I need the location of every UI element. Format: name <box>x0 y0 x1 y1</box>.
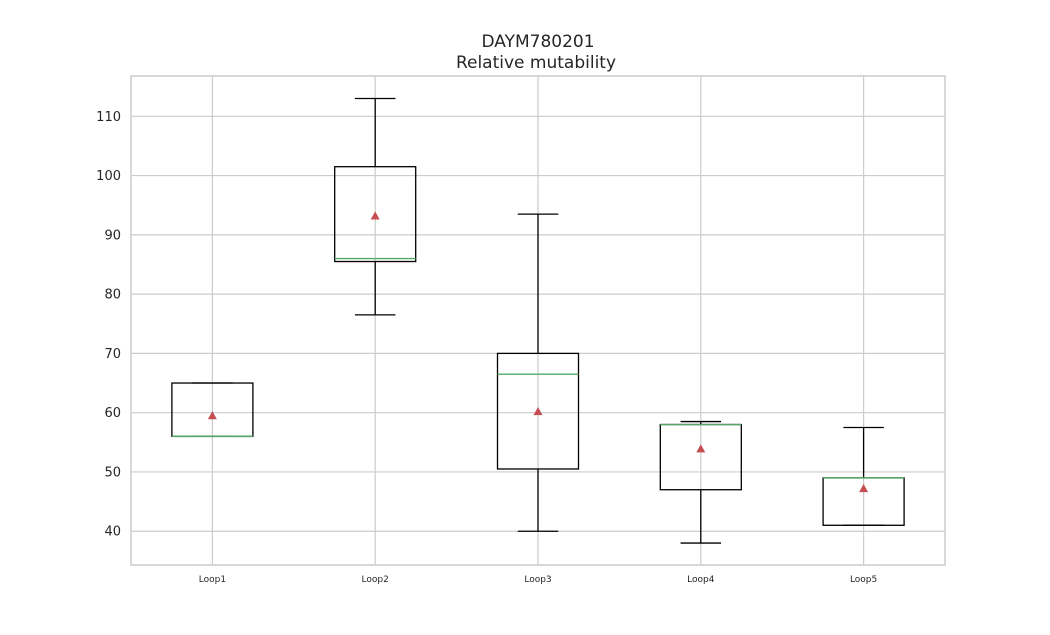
x-tick-label: Loop1 <box>199 575 226 585</box>
y-tick-label: 60 <box>104 406 121 421</box>
box-loop4 <box>659 420 742 544</box>
y-tick-label: 90 <box>104 228 121 243</box>
x-tick-label: Loop3 <box>524 575 551 585</box>
box-loop1 <box>171 382 254 438</box>
chart-title: DAYM780201 <box>481 32 594 52</box>
mean-marker <box>370 211 380 220</box>
box-iqr <box>334 166 417 263</box>
x-tick-label: Loop4 <box>687 575 715 585</box>
box-iqr <box>496 352 580 470</box>
plot-frame <box>130 75 946 566</box>
chart-subtitle: Relative mutability <box>456 53 616 73</box>
mean-marker <box>859 484 869 493</box>
box-loop3 <box>496 213 580 532</box>
box-loop5 <box>822 426 905 526</box>
box-series <box>171 97 905 544</box>
x-tick-label: Loop2 <box>362 575 389 585</box>
x-axis: Loop1 Loop2 Loop3 Loop4 Loop5 <box>199 575 878 585</box>
y-tick-label: 70 <box>104 347 121 362</box>
x-tick-label: Loop5 <box>850 575 877 585</box>
y-axis: 40 50 60 70 80 90 100 110 <box>96 110 121 540</box>
mean-marker <box>533 406 543 416</box>
mean-marker <box>696 444 706 453</box>
y-tick-label: 50 <box>104 465 121 480</box>
y-tick-label: 80 <box>104 288 121 303</box>
y-tick-label: 40 <box>104 525 121 540</box>
y-tick-label: 100 <box>96 169 121 184</box>
box-loop2 <box>334 97 417 316</box>
mean-marker <box>207 411 217 420</box>
y-tick-label: 110 <box>96 110 121 125</box>
